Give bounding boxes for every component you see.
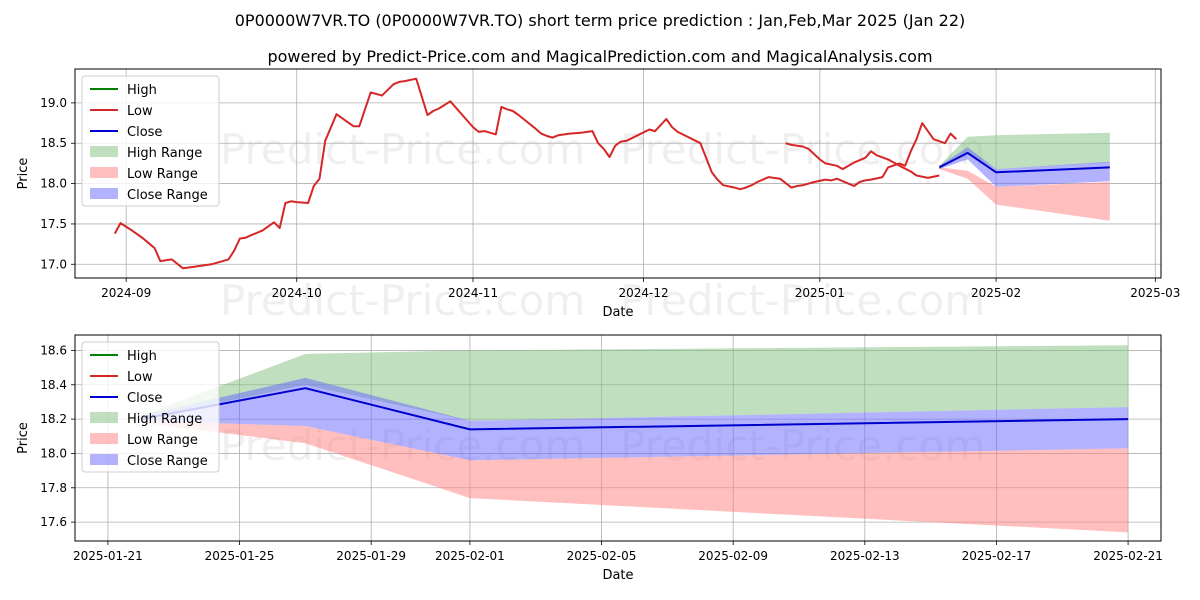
close-range-band [939,147,1110,187]
x-tick-label: 2025-01-21 [73,549,143,563]
x-axis-label: Date [602,568,633,583]
x-tick-label: 2025-02-13 [830,549,900,563]
legend-high-range-swatch [90,146,118,157]
watermark-text: Predict-Price.com [220,125,585,174]
low-price-line [785,142,940,179]
low-range-band [140,420,1129,533]
y-tick-label: 17.6 [40,515,67,529]
low-range-band [939,167,1110,221]
watermark-text: Predict-Price.com [620,276,985,325]
y-tick-label: 18.0 [40,177,67,191]
legend-low-range-label: Low Range [127,167,198,182]
legend-high-range-swatch [90,412,118,423]
legend-low-label: Low [127,104,153,119]
legend-close-label: Close [127,391,162,406]
close-forecast-line [140,387,1129,431]
legend-low-label: Low [127,370,153,385]
x-tick-label: 2024-11 [448,286,498,300]
close-forecast-line [938,151,1110,174]
y-tick-label: 18.6 [40,343,67,357]
y-tick-label: 17.8 [40,481,67,495]
legend-close-label: Close [127,125,162,140]
legend-high-range-label: High Range [127,412,202,427]
x-tick-label: 2025-02 [971,286,1021,300]
plot-frame [74,68,1162,279]
y-tick-label: 17.5 [40,217,67,231]
x-tick-label: 2025-03 [1130,286,1180,300]
legend-low-range-label: Low Range [127,433,198,448]
x-tick-label: 2025-01-29 [336,549,406,563]
legend-close-range-swatch [90,454,118,465]
x-tick-label: 2025-02-01 [435,549,505,563]
bottom-panel: Predict-Price.comPredict-Price.com2025-0… [16,334,1163,583]
close-range-band [140,377,1129,461]
y-axis-label: Price [16,422,31,454]
legend-close-range-label: Close Range [127,188,208,203]
x-tick-label: 2025-01 [795,286,845,300]
x-tick-label: 2024-10 [272,286,322,300]
chart-subtitle: powered by Predict-Price.com and Magical… [267,47,932,66]
legend-low-range-swatch [90,433,118,444]
legend-low-range-swatch [90,167,118,178]
y-tick-label: 18.0 [40,446,67,460]
watermark-text: Predict-Price.com [220,276,585,325]
y-tick-label: 18.2 [40,412,67,426]
legend-close-range-label: Close Range [127,454,208,469]
y-axis-label: Price [16,158,31,190]
legend-high-label: High [127,83,157,98]
x-tick-label: 2025-02-21 [1093,549,1163,563]
y-tick-label: 18.5 [40,136,67,150]
x-tick-label: 2025-01-25 [205,549,275,563]
legend-high-label: High [127,349,157,364]
x-tick-label: 2025-02-17 [962,549,1032,563]
x-axis-label: Date [602,305,633,320]
y-tick-label: 17.0 [40,257,67,271]
x-tick-label: 2025-02-05 [567,549,637,563]
chart-title: 0P0000W7VR.TO (0P0000W7VR.TO) short term… [235,11,966,30]
legend-close-range-swatch [90,188,118,199]
top-panel: Predict-Price.com Predict-Price.com Predic… [16,68,1180,325]
x-tick-label: 2025-02-09 [698,549,768,563]
watermark-text: Predict-Price.com [620,125,985,174]
low-price-line [113,77,958,270]
y-tick-label: 18.4 [40,378,67,392]
plot-frame [74,334,1162,542]
x-tick-label: 2024-09 [101,286,151,300]
legend-high-range-label: High Range [127,146,202,161]
y-tick-label: 19.0 [40,96,67,110]
x-tick-label: 2024-12 [619,286,669,300]
